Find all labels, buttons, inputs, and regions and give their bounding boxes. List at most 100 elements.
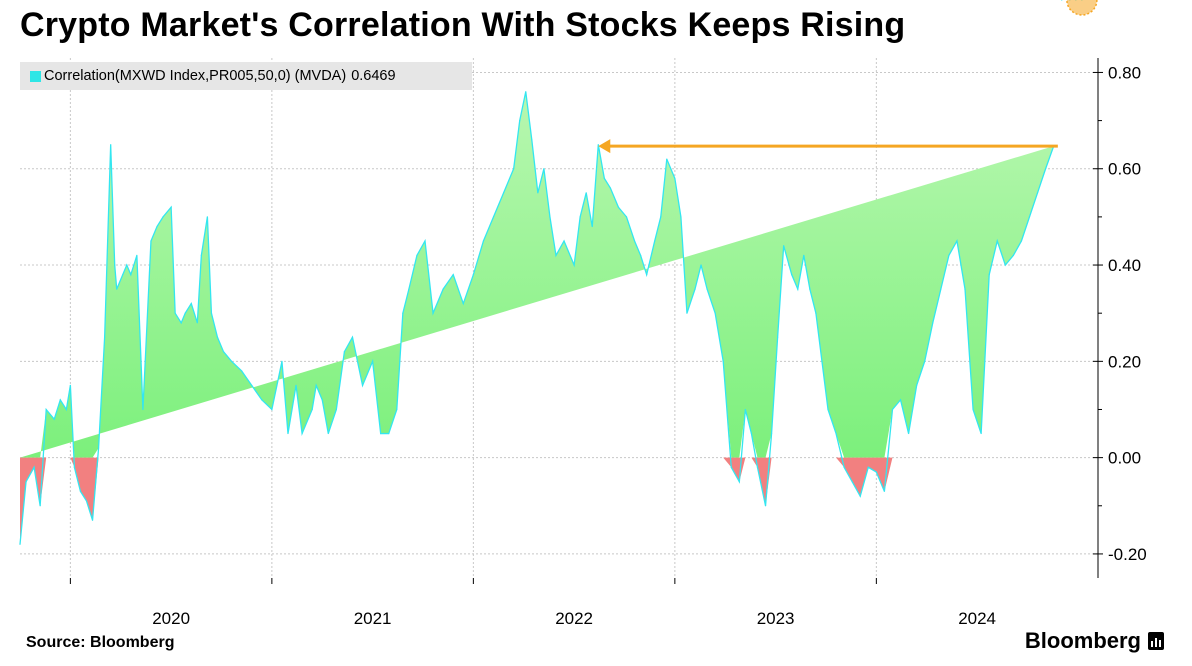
data-point: [19, 543, 21, 545]
data-point: [585, 192, 587, 194]
data-point: [680, 216, 682, 218]
data-point: [321, 399, 323, 401]
y-tick-label: 0.00: [1108, 449, 1141, 468]
data-point: [519, 119, 521, 122]
data-point: [33, 466, 35, 468]
axes: 0.80 0.60 0.40 0.20 0.00 -0.20 2020 2021 2022 202…: [69, 58, 1147, 628]
annotation-layer: [598, 0, 1098, 154]
data-point: [891, 408, 894, 411]
data-point: [617, 206, 620, 208]
data-point: [803, 254, 805, 257]
data-point: [591, 225, 593, 228]
data-point: [579, 216, 581, 218]
data-point: [531, 139, 533, 141]
data-point: [964, 288, 966, 290]
data-point: [222, 351, 225, 353]
data-point: [738, 481, 740, 483]
data-point: [142, 408, 144, 411]
data-point: [402, 312, 404, 314]
data-point: [573, 264, 575, 266]
y-tick-label: -0.20: [1108, 545, 1147, 564]
data-point: [251, 384, 253, 387]
data-point: [200, 254, 202, 257]
data-point: [196, 322, 198, 324]
gridlines: [20, 58, 1098, 578]
data-point: [654, 240, 656, 242]
highlight-circle: [1066, 0, 1098, 16]
data-point: [706, 288, 708, 290]
data-point: [462, 302, 464, 305]
data-point: [750, 432, 753, 435]
data-point: [452, 274, 454, 276]
x-tick-label: 2023: [757, 609, 795, 628]
data-point: [396, 408, 398, 411]
data-point: [899, 399, 902, 401]
data-point: [315, 384, 317, 387]
data-point: [174, 312, 176, 314]
data-point: [1045, 168, 1047, 170]
data-point: [372, 360, 374, 362]
data-point: [1061, 0, 1063, 1]
data-point: [809, 288, 811, 290]
data-point: [700, 264, 702, 266]
data-point: [730, 466, 732, 468]
data-point: [597, 144, 599, 146]
data-point: [640, 254, 642, 257]
bloomberg-terminal-icon: [1148, 632, 1164, 650]
data-point: [932, 322, 934, 324]
data-point: [948, 254, 950, 257]
data-point: [335, 408, 337, 411]
data-point: [555, 254, 557, 257]
y-tick-label: 0.80: [1108, 63, 1141, 82]
data-point: [972, 408, 974, 411]
data-point: [924, 360, 926, 362]
data-point: [261, 399, 263, 401]
data-point: [156, 225, 158, 228]
data-point: [126, 264, 128, 266]
brand-name: Bloomberg: [1024, 628, 1141, 653]
data-point: [343, 351, 346, 353]
data-point: [97, 447, 100, 449]
y-tick-label: 0.40: [1108, 256, 1141, 275]
data-point: [361, 384, 364, 387]
data-point: [980, 432, 982, 435]
data-point: [916, 384, 918, 387]
data-point: [162, 216, 164, 218]
data-point: [25, 481, 27, 483]
data-point: [114, 264, 116, 266]
data-point: [543, 168, 545, 170]
data-point: [65, 408, 67, 411]
data-point: [835, 432, 837, 435]
data-point: [59, 399, 61, 401]
data-point: [432, 312, 434, 314]
data-point: [271, 408, 273, 411]
data-point: [110, 144, 112, 146]
data-point: [85, 500, 88, 502]
data-point: [301, 432, 303, 435]
data-point: [170, 206, 172, 208]
data-point: [206, 216, 208, 218]
data-point: [603, 177, 605, 179]
data-point: [472, 274, 474, 276]
x-tick-label: 2024: [958, 609, 996, 628]
x-tick-label: 2021: [354, 609, 392, 628]
data-point: [116, 288, 118, 290]
data-point: [956, 240, 958, 242]
data-point: [230, 360, 233, 362]
data-point: [764, 505, 767, 507]
data-point: [241, 370, 243, 372]
data-point: [295, 384, 297, 387]
data-point: [777, 336, 779, 338]
data-point: [609, 187, 611, 189]
data-point: [91, 519, 94, 521]
data-point: [1028, 216, 1031, 218]
data-point: [416, 254, 418, 257]
data-point: [722, 360, 724, 362]
data-point: [525, 91, 527, 93]
data-point: [136, 254, 138, 257]
data-point: [883, 490, 886, 492]
data-point: [666, 158, 668, 160]
data-point: [513, 168, 515, 170]
x-tick-label: 2020: [152, 609, 190, 628]
data-point: [53, 418, 55, 420]
